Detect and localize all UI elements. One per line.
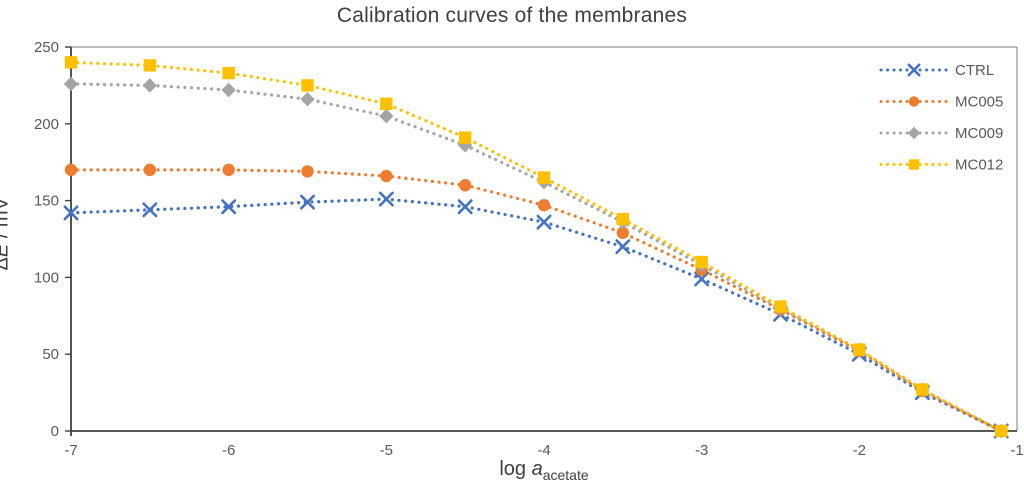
marker-x xyxy=(457,199,473,215)
legend-item-CTRL: CTRL xyxy=(879,62,994,79)
y-axis-unit: / mV xyxy=(0,197,13,238)
legend-item-MC012: MC012 xyxy=(879,157,1003,174)
marker-square xyxy=(537,171,551,184)
legend-label-MC005: MC005 xyxy=(955,94,1003,111)
marker-diamond xyxy=(379,108,394,124)
marker-x xyxy=(378,191,394,207)
marker-square xyxy=(695,255,708,269)
marker-circle xyxy=(222,163,235,177)
x-axis-title: log aacetate xyxy=(71,458,1017,483)
marker-circle xyxy=(64,163,78,177)
marker-square xyxy=(908,159,920,170)
marker-circle xyxy=(301,165,314,178)
marker-diamond xyxy=(142,78,158,93)
marker-diamond xyxy=(300,92,315,107)
legend-label-MC009: MC009 xyxy=(955,125,1003,142)
legend: CTRL MC005 MC009 MC012 xyxy=(879,62,1003,174)
y-tick-label: 200 xyxy=(34,116,59,133)
x-tick-label: -4 xyxy=(537,442,550,459)
legend-label-CTRL: CTRL xyxy=(955,62,994,79)
marker-square xyxy=(143,59,157,72)
marker-square xyxy=(222,66,235,80)
y-tick-label: 0 xyxy=(51,423,59,440)
marker-x xyxy=(300,194,315,210)
marker-x xyxy=(694,271,710,287)
x-tick-label: -5 xyxy=(380,442,393,459)
marker-square xyxy=(380,97,393,111)
marker-circle xyxy=(380,169,393,183)
x-tick-label: -1 xyxy=(1010,442,1023,459)
marker-x xyxy=(63,205,79,221)
legend-item-MC009: MC009 xyxy=(879,125,1003,142)
marker-square xyxy=(774,300,787,313)
marker-circle xyxy=(537,199,551,212)
marker-diamond xyxy=(63,76,79,92)
marker-diamond xyxy=(907,126,921,140)
legend-label-MC012: MC012 xyxy=(955,157,1003,174)
x-tick-label: -7 xyxy=(64,442,77,459)
marker-circle xyxy=(616,226,630,240)
x-tick-label: -6 xyxy=(222,442,235,459)
series-MC009 xyxy=(63,76,1009,439)
series-line-MC009 xyxy=(69,82,1003,433)
x-tick-label: -3 xyxy=(695,442,708,459)
y-tick-label: 100 xyxy=(34,269,59,286)
marker-circle xyxy=(908,96,920,107)
marker-circle xyxy=(143,163,157,177)
marker-square xyxy=(301,79,314,92)
marker-x xyxy=(536,214,552,230)
marker-x xyxy=(907,63,921,77)
y-tick-label: 250 xyxy=(34,39,59,56)
series-line-MC005 xyxy=(69,168,1003,433)
marker-square xyxy=(916,383,929,396)
marker-x xyxy=(615,239,631,255)
marker-square xyxy=(995,424,1008,438)
series-line-CTRL xyxy=(69,197,1003,433)
chart-title: Calibration curves of the membranes xyxy=(336,4,688,27)
marker-circle xyxy=(458,179,472,192)
marker-x xyxy=(221,199,237,215)
marker-x xyxy=(142,202,158,218)
series-MC012 xyxy=(64,56,1008,438)
marker-square xyxy=(64,56,78,69)
marker-square xyxy=(616,212,630,226)
x-tick-label: -2 xyxy=(853,442,866,459)
x-axis-subscript: acetate xyxy=(542,467,589,483)
y-axis-variable: E xyxy=(0,244,13,257)
x-tick-group: -7 -6 -5 -4 -3 -2 -1 xyxy=(64,442,1023,459)
marker-square xyxy=(853,343,866,356)
series-CTRL xyxy=(63,191,1009,439)
y-axis-delta: Δ xyxy=(0,257,13,270)
legend-item-MC005: MC005 xyxy=(879,94,1003,111)
marker-square xyxy=(458,131,472,144)
x-axis-prefix: log xyxy=(499,458,532,480)
series-line-MC012 xyxy=(69,60,1003,433)
marker-diamond xyxy=(221,82,236,98)
x-axis-variable: a xyxy=(531,458,543,480)
series-MC005 xyxy=(64,163,1008,438)
y-tick-group: 0 50 100 150 200 250 xyxy=(34,39,71,440)
y-tick-label: 50 xyxy=(42,346,59,363)
y-tick-label: 150 xyxy=(34,193,59,210)
y-axis-title: ΔE / mV xyxy=(0,197,14,270)
